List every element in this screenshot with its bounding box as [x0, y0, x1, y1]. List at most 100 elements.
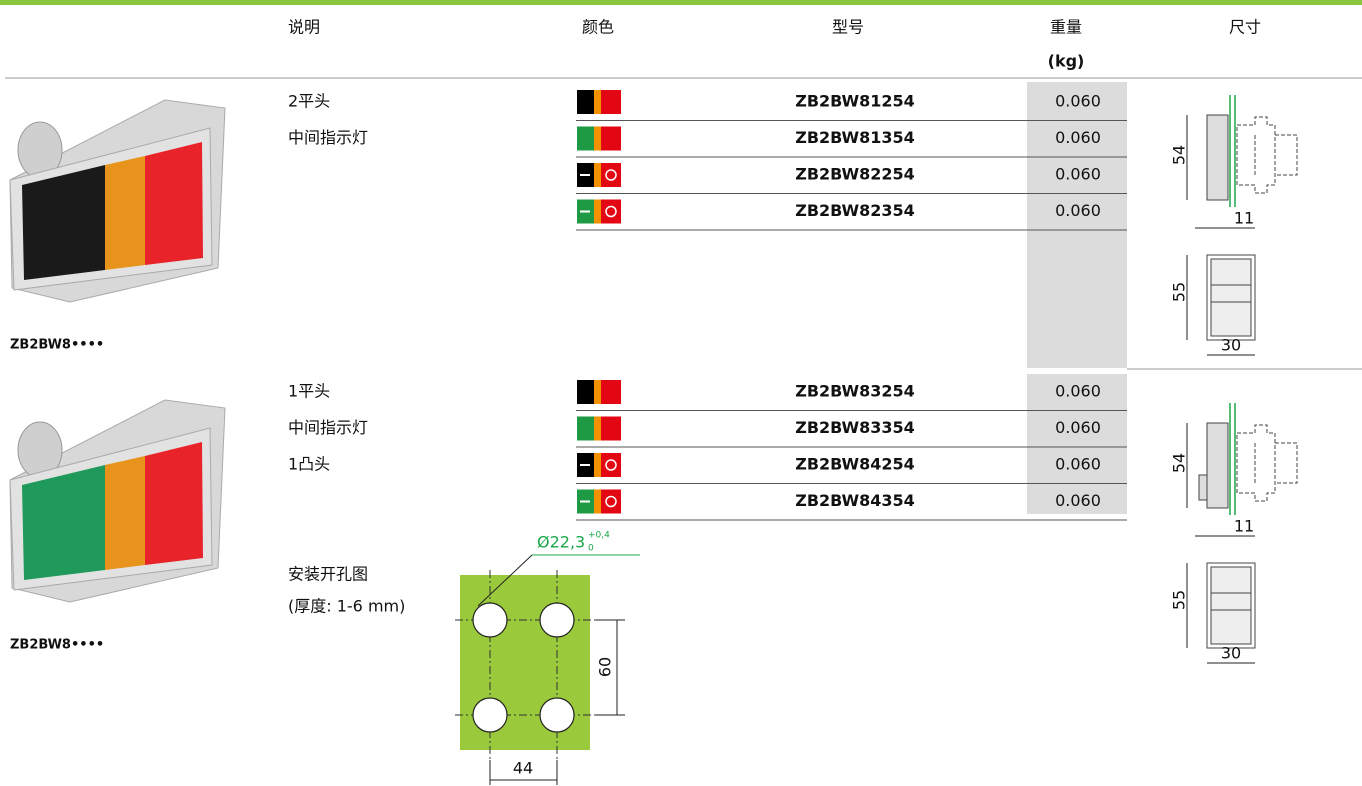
tolerance-upper: +0,4: [588, 531, 610, 541]
swatch-mid: [594, 199, 601, 224]
dimension-lines: [489, 619, 625, 785]
swatch-right: [601, 126, 621, 151]
model: ZB2BW83354: [795, 418, 915, 437]
bezel: [1206, 422, 1229, 509]
dim-offset: 11: [1234, 517, 1254, 536]
weight-column: [1027, 374, 1127, 514]
model: ZB2BW83254: [795, 382, 915, 401]
model: ZB2BW84254: [795, 455, 915, 474]
header-color: 颜色: [582, 18, 614, 37]
header-description: 说明: [288, 18, 320, 37]
circle-symbol: [605, 169, 617, 181]
swatch-mid: [594, 163, 601, 187]
caption: ZB2BW8••••: [10, 638, 104, 653]
mounting-diagram: 安装开孔图 (厚度: 1-6 mm) Ø22,3 +0,4 0 60 44: [288, 531, 640, 785]
weight: 0.060: [1055, 382, 1101, 401]
lens-right: [145, 442, 203, 565]
weight-column: [1027, 82, 1127, 368]
color-swatch: [577, 163, 621, 187]
lens-mid: [105, 156, 145, 270]
model: ZB2BW81354: [795, 128, 915, 147]
color-swatch: [577, 199, 621, 224]
weight: 0.060: [1055, 418, 1101, 437]
dim-offset: 11: [1234, 209, 1254, 228]
swatch-mid: [594, 380, 601, 404]
product-image: [9, 99, 226, 303]
lens-left: [22, 165, 105, 280]
color-swatch: [577, 380, 621, 404]
front-inner: [1210, 566, 1252, 645]
leader: [477, 554, 533, 607]
swatch-left: [577, 90, 594, 114]
dimension-drawing: [1186, 403, 1298, 664]
dim-width: 30: [1221, 336, 1241, 355]
header-weight: 重量: [1050, 18, 1082, 37]
lens-right: [145, 142, 203, 265]
bump: [1198, 474, 1208, 501]
horizontal-spacing: 44: [513, 759, 533, 778]
body-outline: [1236, 116, 1298, 194]
weight: 0.060: [1055, 128, 1101, 147]
color-swatch: [577, 126, 621, 151]
weight: 0.060: [1055, 165, 1101, 184]
swatch-left: [577, 416, 594, 441]
lens-left: [22, 465, 105, 580]
color-swatch: [577, 90, 621, 114]
product-image: [9, 399, 226, 603]
model: ZB2BW82254: [795, 165, 915, 184]
swatch-mid: [594, 453, 601, 477]
model: ZB2BW84354: [795, 491, 915, 510]
header-dimensions: 尺寸: [1229, 18, 1261, 37]
color-swatch: [577, 453, 621, 477]
header-model: 型号: [832, 18, 864, 37]
caption: ZB2BW8••••: [10, 338, 104, 353]
swatch-right: [601, 163, 621, 187]
swatch-right: [601, 199, 621, 224]
dimension-drawing: [1186, 95, 1298, 356]
mounting-thickness: (厚度: 1-6 mm): [288, 597, 405, 616]
model: ZB2BW82354: [795, 201, 915, 220]
weight: 0.060: [1055, 491, 1101, 510]
vertical-spacing: 60: [596, 657, 615, 677]
swatch-right: [601, 90, 621, 114]
swatch-right: [601, 416, 621, 441]
description: 1凸头: [288, 455, 330, 474]
circle-symbol: [605, 495, 617, 508]
swatch-left: [577, 126, 594, 151]
swatch-mid: [594, 90, 601, 114]
diameter: Ø22,3: [537, 533, 585, 552]
description: 2平头: [288, 92, 330, 111]
mounting-title: 安装开孔图: [288, 565, 368, 584]
bezel: [1206, 114, 1229, 201]
weight: 0.060: [1055, 455, 1101, 474]
dim-width: 30: [1221, 644, 1241, 663]
description: 1平头: [288, 382, 330, 401]
top-bar: [0, 0, 1362, 5]
swatch-mid: [594, 489, 601, 514]
color-swatch: [577, 416, 621, 441]
dim-depth: 54: [1170, 453, 1189, 473]
swatch-mid: [594, 416, 601, 441]
tolerance-lower: 0: [588, 544, 594, 554]
model: ZB2BW81254: [795, 92, 915, 111]
header-weight-unit: (kg): [1048, 52, 1085, 71]
weight: 0.060: [1055, 92, 1101, 111]
swatch-mid: [594, 126, 601, 151]
description: 中间指示灯: [288, 418, 368, 437]
holes: [472, 602, 575, 733]
weight: 0.060: [1055, 201, 1101, 220]
dim-height: 55: [1170, 282, 1189, 302]
circle-symbol: [605, 459, 617, 471]
swatch-right: [601, 489, 621, 514]
swatch-right: [601, 380, 621, 404]
description: 中间指示灯: [288, 128, 368, 147]
body-outline: [1236, 424, 1298, 502]
circle-symbol: [605, 205, 617, 218]
color-swatch: [577, 489, 621, 514]
swatch-right: [601, 453, 621, 477]
dim-height: 55: [1170, 590, 1189, 610]
front-inner: [1210, 258, 1252, 337]
swatch-left: [577, 380, 594, 404]
dim-depth: 54: [1170, 145, 1189, 165]
